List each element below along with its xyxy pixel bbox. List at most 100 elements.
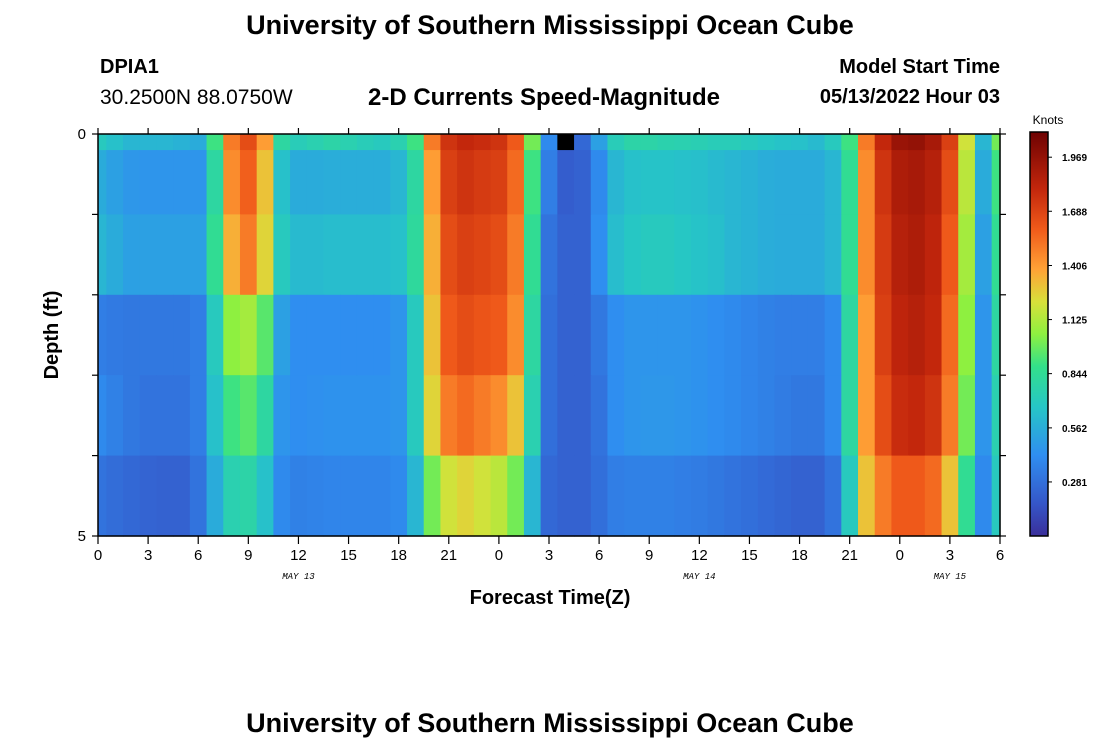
heatmap-cell [574, 375, 592, 457]
heatmap-cell [707, 134, 725, 151]
heatmap-cell [741, 134, 759, 151]
heatmap-cell [924, 294, 943, 376]
heatmap-cell [457, 375, 475, 457]
heatmap-cell [574, 294, 592, 376]
date-label: MAY 14 [683, 572, 715, 582]
heatmap-cell [123, 214, 141, 296]
heatmap-cell [924, 214, 943, 296]
heatmap-cell [974, 375, 993, 457]
heatmap-cell [958, 455, 976, 537]
heatmap-cell [791, 294, 809, 376]
heatmap-cell [473, 134, 492, 151]
heatmap-cell [791, 134, 809, 151]
heatmap-cell [624, 134, 642, 151]
heatmap-cell [306, 375, 325, 457]
heatmap-cell [841, 455, 859, 537]
heatmap-cell [724, 294, 742, 376]
heatmap-cell [557, 214, 575, 296]
heatmap-cell [390, 150, 408, 215]
heatmap-cell [139, 134, 158, 151]
heatmap-cell [457, 134, 475, 151]
heatmap-cell [774, 375, 792, 457]
heatmap-cell [306, 134, 325, 151]
colorbar-unit-label: Knots [1033, 113, 1064, 127]
heatmap-cell [724, 375, 742, 457]
heatmap-cell [991, 455, 1001, 537]
heatmap-cell [273, 134, 291, 151]
heatmap-cell [891, 294, 909, 376]
heatmap-cell [807, 134, 826, 151]
heatmap-cell [407, 214, 425, 296]
heatmap-cell [540, 294, 558, 376]
heatmap-cell [724, 455, 742, 537]
heatmap-cell [824, 214, 842, 296]
heatmap-cell [757, 375, 776, 457]
y-axis-label: Depth (ft) [41, 291, 63, 380]
x-tick-label: 9 [244, 547, 252, 564]
heatmap-cell [206, 150, 224, 215]
heatmap-cell [507, 134, 525, 151]
heatmap-cell [373, 294, 391, 376]
heatmap-cell [974, 294, 993, 376]
heatmap-cell [791, 214, 809, 296]
heatmap-cell [256, 150, 274, 215]
heatmap-cell [891, 455, 909, 537]
heatmap-cell [457, 150, 475, 215]
heatmap-cell [423, 294, 442, 376]
heatmap-cells [98, 134, 1001, 537]
heatmap-cell [507, 150, 525, 215]
heatmap-cell [824, 455, 842, 537]
heatmap-cell [757, 294, 776, 376]
heatmap-cell [941, 375, 959, 457]
heatmap-cell [941, 150, 959, 215]
heatmap-cell [974, 455, 993, 537]
heatmap-cell [173, 214, 191, 296]
heatmap-cell [858, 455, 876, 537]
heatmap-cell [490, 375, 508, 457]
colorbar [1029, 131, 1049, 537]
heatmap-cell [607, 294, 625, 376]
heatmap-cell [123, 150, 141, 215]
heatmap-cell [106, 294, 124, 376]
heatmap-cell [306, 214, 325, 296]
heatmap-cell [557, 455, 575, 537]
heatmap-cell [891, 150, 909, 215]
heatmap-cell [891, 375, 909, 457]
x-tick-label: 21 [841, 547, 858, 564]
heatmap-cell [189, 294, 208, 376]
heatmap-cell [523, 134, 542, 151]
heatmap-cell [774, 294, 792, 376]
heatmap-cell [490, 134, 508, 151]
heatmap-cell [674, 455, 692, 537]
x-tick-label: 18 [791, 547, 808, 564]
heatmap-cell [356, 375, 375, 457]
heatmap-cell [557, 150, 575, 215]
heatmap-cell [123, 134, 141, 151]
heatmap-cell [139, 294, 158, 376]
heatmap-cell [858, 150, 876, 215]
heatmap-cell [423, 214, 442, 296]
heatmap-cell [256, 375, 274, 457]
heatmap-cell [256, 455, 274, 537]
heatmap-cell [958, 294, 976, 376]
heatmap-cell [223, 150, 241, 215]
heatmap-cell [841, 294, 859, 376]
heatmap-cell [974, 134, 993, 151]
heatmap-cell [507, 294, 525, 376]
heatmap-cell [306, 294, 325, 376]
heatmap-cell [741, 375, 759, 457]
heatmap-cell [941, 294, 959, 376]
heatmap-cell [674, 294, 692, 376]
heatmap-cell [373, 375, 391, 457]
heatmap-cell [640, 455, 659, 537]
heatmap-cell [223, 214, 241, 296]
colorbar-tick-label: 1.969 [1062, 153, 1087, 164]
heatmap-cell [340, 150, 358, 215]
heatmap-cell [757, 214, 776, 296]
heatmap-cell [791, 375, 809, 457]
colorbar-tick-label: 0.844 [1062, 370, 1087, 381]
heatmap-cell [373, 455, 391, 537]
heatmap-cell [607, 150, 625, 215]
heatmap-cell [958, 375, 976, 457]
heatmap-cell [640, 134, 659, 151]
